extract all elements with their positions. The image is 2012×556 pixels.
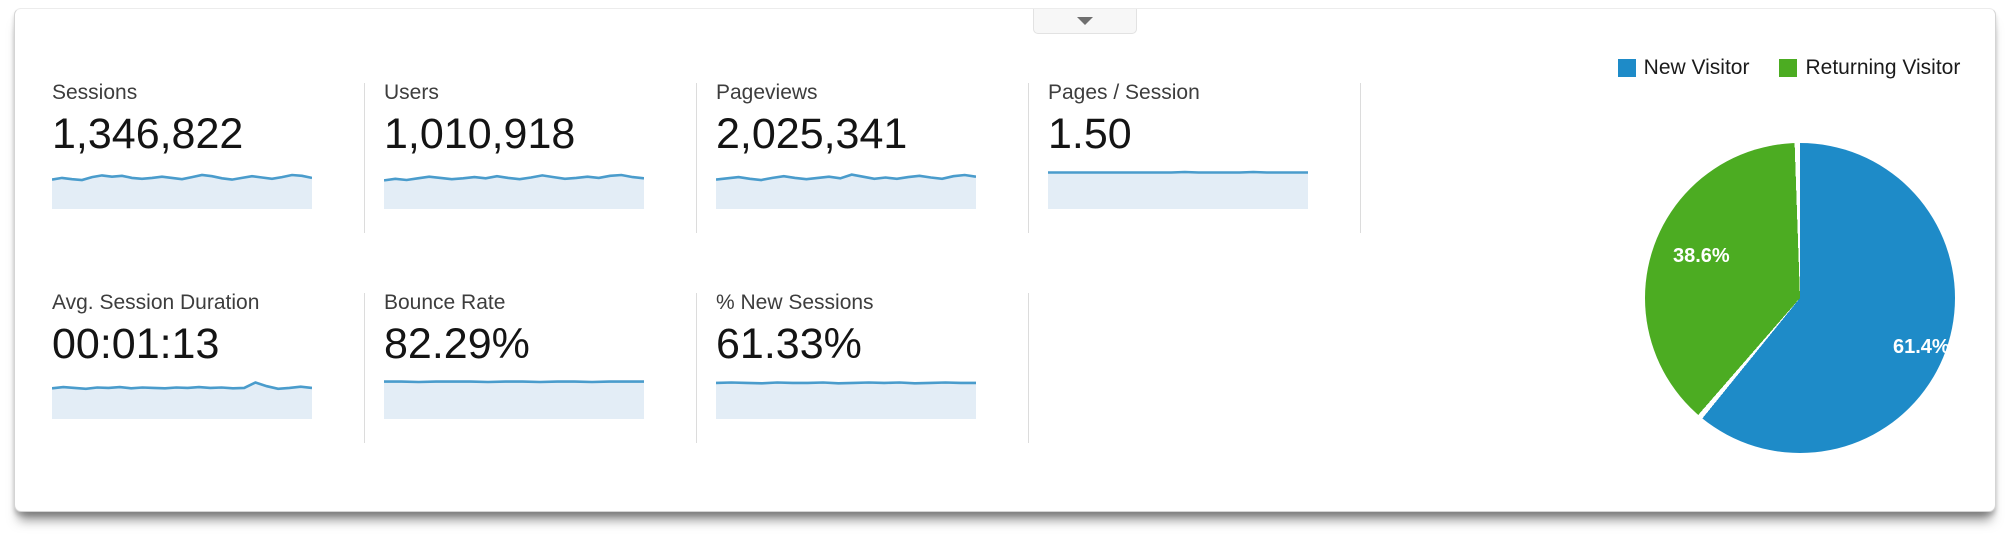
divider bbox=[364, 293, 365, 443]
metric-value: 82.29% bbox=[384, 320, 530, 368]
metric-card-users[interactable]: Users 1,010,918 bbox=[384, 81, 644, 210]
pie-slice-label-returning: 38.6% bbox=[1673, 245, 1730, 267]
divider bbox=[696, 83, 697, 233]
metric-card-pageviews[interactable]: Pageviews 2,025,341 bbox=[716, 81, 976, 210]
metric-card-pages-per-session[interactable]: Pages / Session 1.50 bbox=[1048, 81, 1308, 210]
metric-label: Bounce Rate bbox=[384, 291, 506, 314]
legend-item-new-visitor[interactable]: New Visitor bbox=[1617, 56, 1750, 80]
metric-card-avg-session-duration[interactable]: Avg. Session Duration 00:01:13 bbox=[52, 291, 312, 420]
sessions-sparkline-chart bbox=[52, 173, 312, 210]
chevron-down-icon bbox=[1077, 17, 1093, 25]
metric-label: Avg. Session Duration bbox=[52, 291, 260, 314]
divider bbox=[1028, 293, 1029, 443]
metric-card-sessions[interactable]: Sessions 1,346,822 bbox=[52, 81, 312, 210]
metric-value: 00:01:13 bbox=[52, 320, 220, 368]
legend-swatch-icon bbox=[1779, 59, 1798, 77]
legend-label: Returning Visitor bbox=[1805, 56, 1961, 79]
metric-value: 1.50 bbox=[1048, 110, 1132, 158]
visitor-type-pie-chart[interactable] bbox=[1645, 143, 1955, 453]
pie-legend: New Visitor Returning Visitor bbox=[1563, 56, 2012, 80]
metric-label: Pages / Session bbox=[1048, 81, 1200, 104]
metric-label: Pageviews bbox=[716, 81, 818, 104]
divider bbox=[364, 83, 365, 233]
metric-label: Users bbox=[384, 81, 439, 104]
audience-overview-panel: Sessions 1,346,822 Users 1,010,918 Pagev… bbox=[14, 8, 1996, 512]
metric-value: 2,025,341 bbox=[716, 110, 908, 158]
pie-slice-label-new: 61.4% bbox=[1893, 336, 1950, 358]
pageviews-sparkline-chart bbox=[716, 173, 976, 210]
collapse-button[interactable] bbox=[1033, 9, 1137, 34]
avg-session-duration-sparkline-chart bbox=[52, 381, 312, 420]
users-sparkline-chart bbox=[384, 173, 644, 210]
legend-item-returning-visitor[interactable]: Returning Visitor bbox=[1779, 56, 1960, 80]
percent-new-sessions-sparkline-chart bbox=[716, 381, 976, 420]
metric-value: 1,010,918 bbox=[384, 110, 576, 158]
metric-value: 1,346,822 bbox=[52, 110, 244, 158]
divider bbox=[696, 293, 697, 443]
metric-value: 61.33% bbox=[716, 320, 862, 368]
legend-label: New Visitor bbox=[1643, 56, 1750, 79]
legend-swatch-icon bbox=[1617, 59, 1636, 77]
divider bbox=[1028, 83, 1029, 233]
metric-label: % New Sessions bbox=[716, 291, 874, 314]
metric-label: Sessions bbox=[52, 81, 138, 104]
metric-card-bounce-rate[interactable]: Bounce Rate 82.29% bbox=[384, 291, 644, 420]
metric-card-percent-new-sessions[interactable]: % New Sessions 61.33% bbox=[716, 291, 976, 420]
pages-per-session-sparkline-chart bbox=[1048, 170, 1308, 210]
divider bbox=[1360, 83, 1361, 233]
bounce-rate-sparkline-chart bbox=[384, 380, 644, 420]
visitor-type-pie-wrap: 38.6% 61.4% bbox=[1645, 143, 1955, 453]
